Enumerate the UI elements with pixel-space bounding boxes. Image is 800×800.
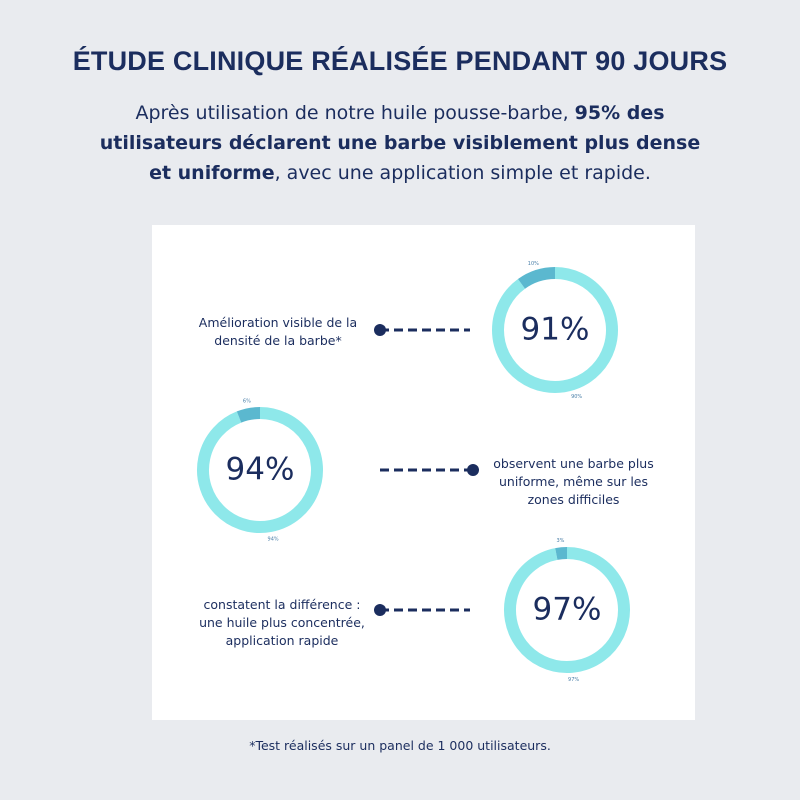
donut-segment bbox=[504, 547, 630, 673]
segment-label: 94% bbox=[268, 536, 279, 542]
segment-label: 90% bbox=[571, 394, 582, 400]
intro: Après utilisation de notre huile pousse-… bbox=[90, 98, 710, 188]
intro-run: Après utilisation de notre huile pousse-… bbox=[135, 102, 575, 124]
intro-run: 95% des utilisateurs déclarent une barbe… bbox=[99, 102, 701, 184]
center-label: 94% bbox=[226, 452, 295, 488]
caption: Amélioration visible de la densité de la… bbox=[198, 315, 358, 348]
footnote: *Test réalisés sur un panel de 1 000 uti… bbox=[249, 738, 551, 753]
connector-dot bbox=[374, 604, 386, 616]
donut-segment bbox=[197, 407, 323, 533]
connector-dot bbox=[467, 464, 479, 476]
connector-dot bbox=[374, 324, 386, 336]
center-label: 97% bbox=[533, 592, 602, 628]
segment-label: 10% bbox=[528, 261, 539, 267]
segment-label: 6% bbox=[243, 399, 251, 405]
donut-segment bbox=[492, 267, 618, 393]
center-label: 91% bbox=[521, 312, 590, 348]
caption: constatent la différence : une huile plu… bbox=[199, 597, 365, 648]
intro-run: , avec une application simple et rapide. bbox=[274, 162, 651, 184]
donut-segment bbox=[555, 547, 568, 560]
donut-segment bbox=[236, 407, 261, 423]
caption: observent une barbe plus uniforme, même … bbox=[493, 456, 654, 507]
segment-label: 97% bbox=[568, 677, 579, 683]
title: ÉTUDE CLINIQUE RÉALISÉE PENDANT 90 JOURS bbox=[72, 46, 728, 76]
donut-segment bbox=[517, 267, 556, 289]
segment-label: 3% bbox=[556, 538, 564, 544]
